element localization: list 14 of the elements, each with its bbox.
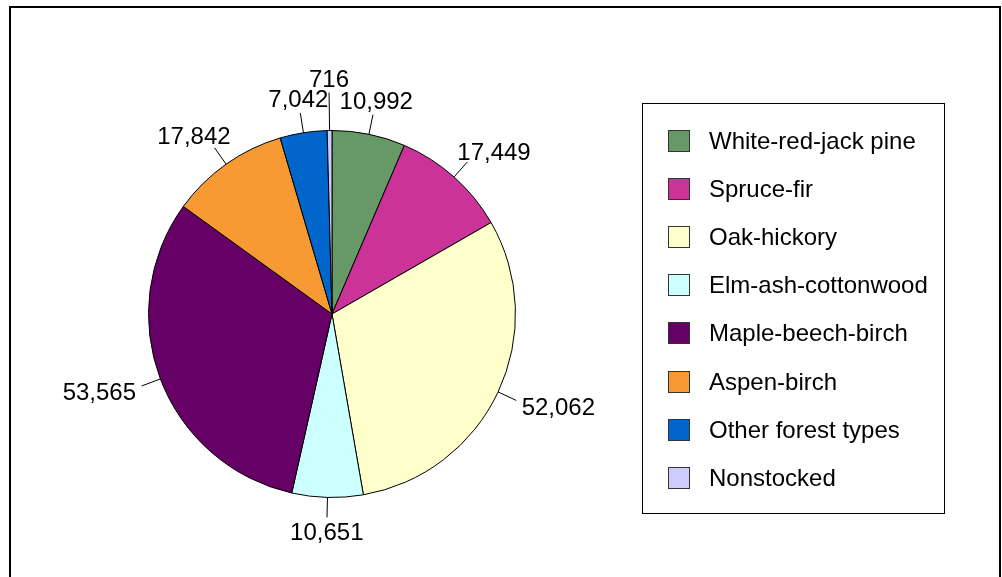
legend-label: Elm-ash-cottonwood [709, 271, 928, 300]
data-label: 10,651 [290, 518, 364, 546]
data-label: 17,842 [157, 122, 231, 150]
legend-label: Aspen-birch [709, 367, 838, 396]
data-label: 53,565 [62, 377, 137, 405]
legend-label: Other forest types [709, 415, 900, 444]
data-label: 10,992 [339, 86, 413, 114]
legend-label: Oak-hickory [709, 223, 838, 252]
data-label: 52,062 [521, 393, 596, 421]
legend-label: White-red-jack pine [709, 127, 916, 155]
legend-label: Spruce-fir [709, 175, 814, 204]
data-label: 17,449 [457, 137, 531, 165]
legend-label: Maple-beech-birch [709, 319, 908, 348]
legend-label: Nonstocked [709, 463, 836, 492]
